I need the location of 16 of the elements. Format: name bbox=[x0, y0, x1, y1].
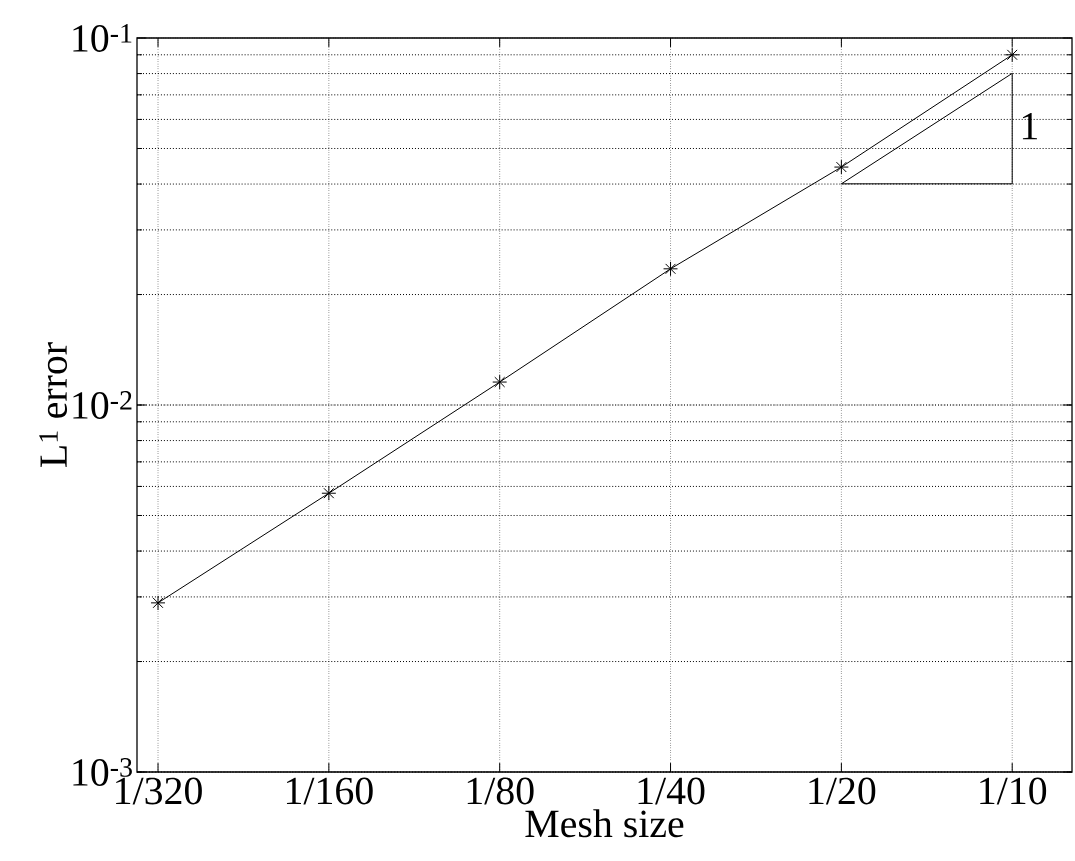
point bbox=[321, 485, 337, 501]
x-axis-title: Mesh size bbox=[525, 809, 684, 838]
x-tick-label: 1/40 bbox=[638, 777, 705, 805]
y-tick-label: 10$^{-2}$ bbox=[73, 391, 132, 419]
x-tick-label: 1/20 bbox=[809, 777, 876, 805]
point bbox=[663, 261, 679, 277]
point bbox=[1004, 47, 1020, 63]
x-tick-label: 1/80 bbox=[467, 777, 534, 805]
y-tick-label: 10$^{-1}$ bbox=[73, 24, 132, 52]
annotation: 1 bbox=[1022, 112, 1037, 140]
x-tick-label: 1/10 bbox=[980, 777, 1047, 805]
point bbox=[492, 374, 508, 390]
point bbox=[150, 595, 166, 611]
y-axis-title: L$^{1}$ error bbox=[39, 342, 68, 467]
x-tick-label: 1/160 bbox=[286, 777, 373, 805]
point bbox=[833, 159, 849, 175]
